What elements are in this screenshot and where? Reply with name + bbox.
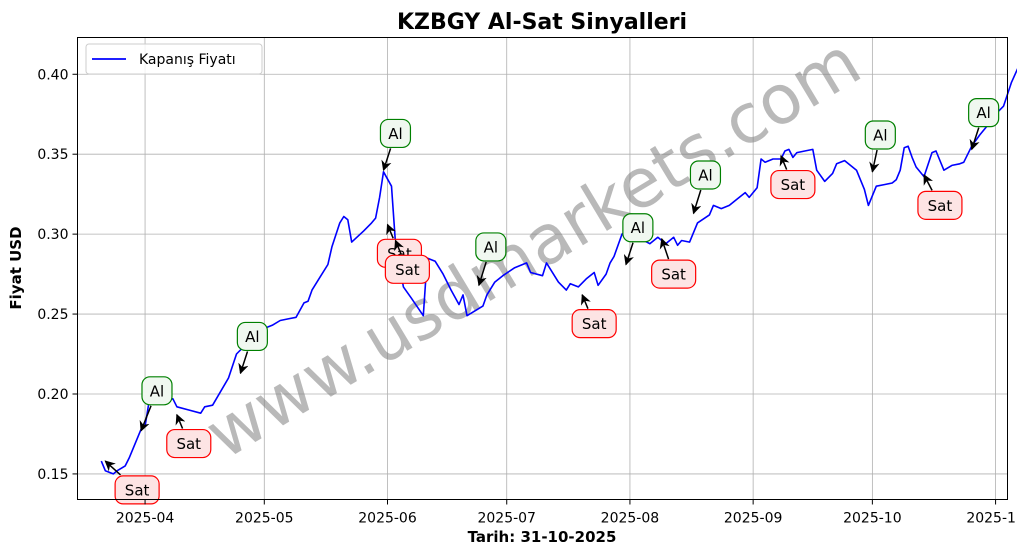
signal-arrow	[139, 405, 152, 432]
sell-signal-box	[166, 428, 212, 459]
signal-arrow	[238, 351, 249, 375]
y-tick-label: 0.25	[37, 307, 68, 323]
buy-signal-label: Al	[976, 104, 990, 122]
x-axis: 2025-04 2025-05 2025-06 2025-07 2025-08 2025-…	[116, 499, 1017, 527]
x-tick-label: 2025-05	[235, 511, 294, 527]
buy-signal-box	[236, 321, 268, 352]
signals-layer: SatAlSatAlAlSatSatAlSatAlSatAlSatAlSatAl…	[104, 98, 1000, 505]
buy-signal-box	[379, 118, 412, 149]
sell-signal-box	[770, 169, 816, 200]
y-tick-label: 0.35	[37, 147, 68, 163]
signal-arrow	[691, 189, 702, 215]
sell-signal-label: Sat	[661, 266, 686, 284]
x-axis-label: Tarih: 31-10-2025	[468, 528, 617, 546]
signal-arrow	[476, 261, 487, 287]
signal-arrow	[386, 223, 396, 239]
sell-signal-label: Sat	[582, 315, 607, 333]
legend-box	[85, 43, 263, 75]
x-tick-label: 2025-10	[843, 511, 902, 527]
signal-arrow	[779, 154, 790, 170]
sell-signal-label: Sat	[928, 197, 953, 215]
buy-signal-label: Al	[631, 219, 645, 237]
signal-arrow	[969, 127, 980, 151]
signal-arrow	[381, 148, 392, 172]
y-axis-label: Fiyat USD	[7, 226, 25, 309]
legend-label: Kapanış Fiyatı	[139, 52, 236, 68]
plot-frame	[77, 37, 1008, 500]
buy-signal-box	[475, 232, 507, 262]
signal-arrow	[581, 293, 591, 309]
sell-signal-box	[651, 259, 697, 289]
sell-signal-box	[114, 475, 160, 505]
sell-signal-box	[571, 309, 617, 339]
y-tick-label: 0.15	[37, 467, 68, 483]
buy-signal-label: Al	[698, 166, 712, 184]
signal-arrow	[923, 174, 934, 191]
signal-arrow	[869, 149, 880, 173]
y-tick-label: 0.40	[37, 67, 68, 83]
x-tick-label: 2025-06	[358, 511, 417, 527]
chart-title: KZBGY Al-Sat Sinyalleri	[397, 10, 687, 35]
y-axis: 0.15 0.20 0.25 0.30 0.35 0.40	[37, 67, 78, 483]
watermark: www.usdmarkets.com	[193, 22, 874, 475]
x-tick-label: 2025-08	[601, 511, 660, 527]
buy-signal-box	[141, 376, 173, 406]
sell-signal-box	[384, 254, 430, 284]
buy-signal-label: Al	[873, 127, 887, 145]
buy-signal-label: Al	[245, 328, 259, 346]
x-tick-label: 2025-04	[116, 511, 175, 527]
signal-arrow	[175, 413, 186, 429]
sell-signal-label: Sat	[781, 176, 806, 194]
x-tick-label: 2025-07	[477, 511, 536, 527]
buy-signal-label: Al	[150, 382, 164, 400]
x-tick-label: 2025-11	[966, 511, 1017, 527]
signal-arrow	[104, 460, 122, 476]
buy-signal-box	[689, 160, 722, 190]
buy-signal-label: Al	[484, 238, 498, 256]
signal-arrow	[659, 237, 670, 260]
sell-signal-label: Sat	[395, 261, 420, 279]
signal-arrow	[623, 242, 634, 266]
legend: Kapanış Fiyatı	[85, 43, 263, 75]
sell-signal-box	[917, 190, 963, 220]
buy-signal-box	[864, 120, 896, 150]
buy-signal-label: Al	[388, 125, 402, 143]
sell-signal-label: Sat	[176, 435, 201, 453]
y-tick-label: 0.20	[37, 387, 68, 403]
y-tick-label: 0.30	[37, 227, 68, 243]
sell-signal-label: Sat	[125, 481, 150, 499]
signal-arrow	[394, 239, 404, 255]
grid-lines	[77, 37, 1008, 500]
buy-signal-box	[622, 213, 654, 243]
x-tick-label: 2025-09	[724, 511, 783, 527]
buy-signal-box	[968, 98, 1000, 128]
watermark-text: www.usdmarkets.com	[193, 22, 874, 475]
